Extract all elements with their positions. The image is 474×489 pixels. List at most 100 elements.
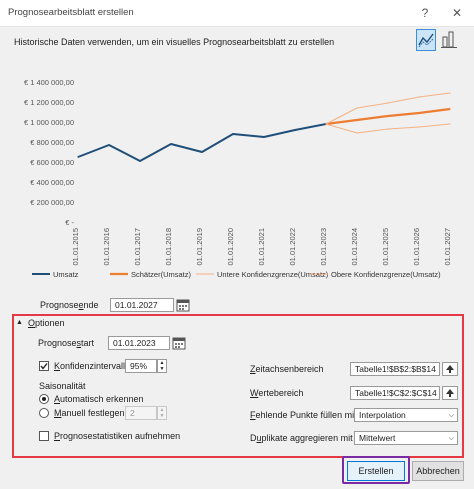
data-point: [387, 128, 389, 130]
y-tick-label: € -: [65, 218, 74, 227]
manual-seasonality-field[interactable]: 2: [125, 406, 157, 420]
timeline-range-label: Zeitachsenbereich: [250, 364, 324, 374]
create-button[interactable]: Erstellen: [347, 461, 405, 481]
data-point: [294, 129, 296, 131]
manual-set-label: Manuell festlegen: [54, 408, 125, 418]
duplicates-label: Duplikate aggregieren mit: [250, 433, 353, 443]
legend-label: Umsatz: [53, 270, 79, 279]
duplicates-select[interactable]: Mittelwert ⌵: [354, 431, 458, 445]
confidence-interval-label: Konfidenzintervall: [54, 361, 126, 371]
help-button[interactable]: ?: [421, 6, 429, 20]
x-tick-label: 01.01.2016: [102, 228, 111, 266]
y-tick-label: € 600 000,00: [30, 158, 74, 167]
x-tick-label: 01.01.2018: [164, 228, 173, 266]
legend-label: Schätzer(Umsatz): [131, 270, 192, 279]
legend-label: Untere Konfidenzgrenze(Umsatz): [217, 270, 329, 279]
x-tick-label: 01.01.2023: [319, 228, 328, 266]
data-point: [77, 156, 79, 158]
y-tick-label: € 1 000 000,00: [24, 118, 74, 127]
chevron-down-icon: ⌵: [448, 435, 454, 442]
duplicates-value: Mittelwert: [359, 433, 396, 443]
x-tick-label: 01.01.2021: [257, 228, 266, 266]
y-tick-label: € 1 200 000,00: [24, 98, 74, 107]
data-point: [449, 108, 451, 110]
data-point: [356, 119, 358, 121]
data-point: [201, 151, 203, 153]
auto-detect-label: Automatisch erkennen: [54, 394, 144, 404]
timeline-range-field[interactable]: Tabelle1!$B$2:$B$14: [350, 362, 440, 376]
data-point: [387, 102, 389, 104]
title-bar: Prognosearbeitsblatt erstellen ? ✕: [0, 0, 474, 27]
window-title: Prognosearbeitsblatt erstellen: [8, 7, 134, 18]
y-tick-label: € 200 000,00: [30, 198, 74, 207]
range-select-icon: [446, 389, 454, 397]
x-tick-label: 01.01.2024: [350, 228, 359, 266]
manual-set-radio[interactable]: [39, 408, 49, 418]
spin-down-icon[interactable]: ▼: [159, 413, 165, 419]
calendar-icon[interactable]: [176, 298, 190, 312]
data-point: [418, 96, 420, 98]
y-tick-label: € 800 000,00: [30, 138, 74, 147]
dialog-description: Historische Daten verwenden, um ein visu…: [14, 37, 335, 47]
chevron-down-icon: ⌵: [448, 412, 454, 419]
values-range-picker[interactable]: [442, 386, 458, 400]
calendar-icon[interactable]: [172, 336, 186, 350]
spin-down-icon[interactable]: ▼: [159, 366, 165, 372]
missing-points-value: Interpolation: [359, 410, 406, 420]
bar-chart-view-button[interactable]: [440, 29, 460, 51]
x-tick-label: 01.01.2020: [226, 228, 235, 266]
seasonality-label: Saisonalität: [39, 381, 86, 391]
collapse-options-icon[interactable]: ▲: [16, 319, 23, 326]
data-point: [418, 112, 420, 114]
line-chart-view-button[interactable]: [416, 29, 436, 51]
forecast-statistics-label: Prognosestatistiken aufnehmen: [54, 431, 181, 441]
values-range-field[interactable]: Tabelle1!$C$2:$C$14: [350, 386, 440, 400]
data-point: [263, 136, 265, 138]
cancel-button[interactable]: Abbrechen: [412, 461, 464, 481]
x-tick-label: 01.01.2019: [195, 228, 204, 266]
y-tick-label: € 1 400 000,00: [24, 78, 74, 87]
data-point: [449, 92, 451, 94]
x-tick-label: 01.01.2022: [288, 228, 297, 266]
close-button[interactable]: ✕: [451, 6, 463, 20]
data-point: [356, 107, 358, 109]
missing-points-label: Fehlende Punkte füllen mit: [250, 410, 357, 420]
confidence-interval-field[interactable]: 95%: [125, 359, 157, 373]
forecast-chart: € - € 200 000,00 € 400 000,00 € 600 000,00 €…: [24, 78, 452, 279]
forecast-start-label: Prognosestart: [38, 338, 95, 348]
timeline-range-picker[interactable]: [442, 362, 458, 376]
x-tick-label: 01.01.2015: [71, 228, 80, 266]
data-point: [418, 126, 420, 128]
confidence-interval-checkbox[interactable]: [39, 361, 49, 371]
data-point: [387, 115, 389, 117]
forecast-start-field[interactable]: 01.01.2023: [108, 336, 170, 350]
spin-up-icon[interactable]: ▲: [159, 360, 165, 366]
auto-detect-radio[interactable]: [39, 394, 49, 404]
values-range-label: Wertebereich: [250, 388, 304, 398]
data-point: [108, 144, 110, 146]
options-highlight-frame: [12, 314, 464, 458]
checkmark-icon: [40, 363, 48, 370]
bar-chart-icon: [441, 31, 457, 48]
range-select-icon: [446, 365, 454, 373]
create-highlight-frame: [342, 456, 410, 484]
data-point: [170, 143, 172, 145]
options-toggle[interactable]: Optionen: [28, 318, 65, 328]
line-chart-icon: [418, 33, 434, 48]
y-tick-label: € 400 000,00: [30, 178, 74, 187]
forecast-end-field[interactable]: 01.01.2027: [110, 298, 174, 312]
legend-label: Obere Konfidenzgrenze(Umsatz): [331, 270, 441, 279]
missing-points-select[interactable]: Interpolation ⌵: [354, 408, 458, 422]
x-tick-label: 01.01.2017: [133, 228, 142, 266]
data-point: [139, 160, 141, 162]
forecast-end-label: Prognoseende: [40, 300, 99, 310]
seasonality-spinner[interactable]: ▲ ▼: [157, 406, 167, 420]
radio-selected-dot: [42, 397, 46, 401]
series-line-4: [325, 92, 451, 125]
confidence-spinner[interactable]: ▲ ▼: [157, 359, 167, 373]
data-point: [449, 123, 451, 125]
x-tick-label: 01.01.2026: [412, 228, 421, 266]
data-point: [232, 133, 234, 135]
spin-up-icon[interactable]: ▲: [159, 407, 165, 413]
forecast-statistics-checkbox[interactable]: [39, 431, 49, 441]
